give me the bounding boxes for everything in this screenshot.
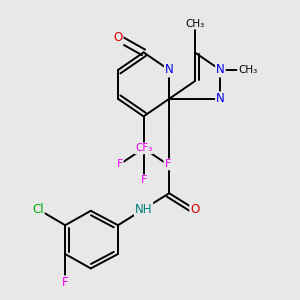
Text: Cl: Cl [32,203,44,216]
Text: F: F [164,159,171,170]
Text: N: N [216,92,225,105]
Text: N: N [216,64,225,76]
Text: CF₃: CF₃ [135,143,152,153]
Text: CH₃: CH₃ [238,65,257,75]
Text: F: F [140,176,147,185]
Text: O: O [190,203,200,216]
Text: N: N [165,64,174,76]
Text: O: O [113,32,123,44]
Text: CH₃: CH₃ [185,19,204,28]
Text: F: F [116,159,123,170]
Text: NH: NH [135,203,152,216]
Text: F: F [62,276,68,289]
